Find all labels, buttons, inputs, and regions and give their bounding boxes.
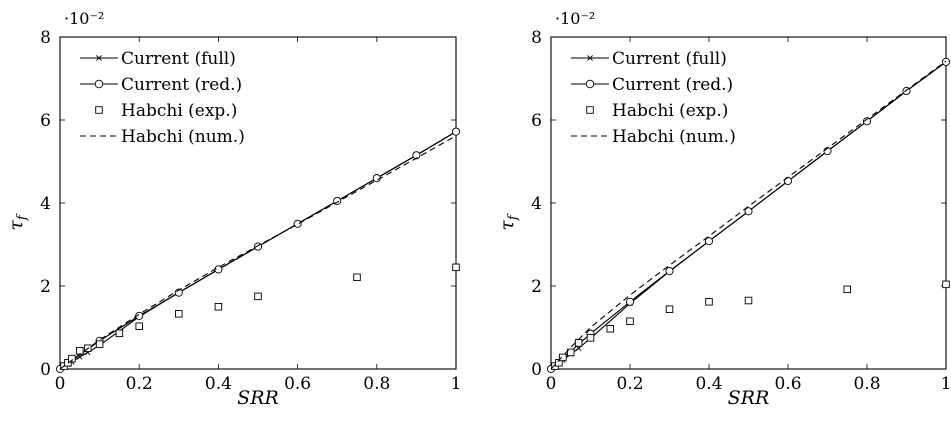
x-tick-label: 0.4 [205, 374, 232, 394]
square-marker [574, 339, 583, 347]
axis-frame [550, 36, 947, 370]
series-square [551, 280, 950, 370]
y-tick-label: 4 [40, 194, 51, 214]
x-axis-label: SRR [237, 387, 279, 409]
y-axis-label-subscript: f [15, 213, 30, 221]
circle-marker [135, 311, 144, 320]
legend-cross-marker [587, 55, 593, 61]
x-tick-label: 1 [451, 374, 462, 394]
chart-panel-2: 0 0.2 0.4 0.6 0.8 1 0 2 4 6 8 ·10⁻² SRR τf Current (fu… [496, 9, 951, 409]
circle-marker [372, 174, 381, 183]
circle-marker [941, 57, 951, 66]
square-marker [567, 348, 575, 357]
square-marker [254, 292, 262, 301]
y-axis-label-subscript: f [506, 213, 521, 221]
legend: Current (full) Current (red.) Habchi (exp.… [571, 49, 736, 147]
legend-label: Habchi (num.) [121, 127, 245, 147]
x-axis-label: SRR [728, 387, 770, 409]
chart-panel-1: 0 0.2 0.4 0.6 0.8 1 0 2 4 6 8 ·10⁻² SRR τf Current (fu… [5, 9, 461, 409]
square-marker [353, 273, 361, 282]
square-marker [175, 310, 183, 318]
square-marker [586, 334, 595, 342]
circle-marker [665, 267, 674, 276]
legend-label: Current (full) [121, 49, 236, 69]
square-marker [95, 340, 104, 348]
legend-cross-marker [96, 55, 102, 61]
series-solid-cross [548, 59, 949, 372]
y-tick-label: 0 [40, 360, 51, 380]
legend-label: Current (full) [612, 49, 727, 69]
y-tick-label: 6 [531, 111, 542, 131]
y-axis-label: τf [5, 213, 30, 231]
circle-marker [293, 219, 302, 228]
series-line [550, 61, 947, 370]
square-marker [744, 296, 753, 305]
square-marker [115, 329, 124, 338]
y-multiplier-label: ·10⁻² [64, 9, 104, 28]
y-multiplier-label: ·10⁻² [555, 9, 595, 28]
legend-label: Habchi (exp.) [612, 101, 728, 121]
legend-label: Current (red.) [612, 75, 733, 95]
circle-marker [744, 207, 753, 216]
legend-label: Current (red.) [121, 75, 242, 95]
y-tick-label: 0 [531, 360, 542, 380]
x-tick-label: 0.6 [284, 374, 311, 394]
x-tick-label: 0.6 [774, 374, 801, 394]
legend-circle-marker [94, 79, 104, 89]
legend-circle-marker [585, 79, 595, 89]
series-square [60, 263, 460, 370]
x-tick-label: 0.8 [853, 374, 880, 394]
series-dashed [59, 135, 457, 370]
square-marker [843, 285, 852, 294]
square-marker [705, 298, 713, 306]
y-tick-label: 4 [531, 194, 542, 214]
circle-marker [451, 127, 461, 136]
axis-frame [59, 36, 457, 370]
y-tick-label: 2 [40, 277, 51, 297]
circle-marker [625, 297, 635, 306]
circle-marker [704, 237, 714, 246]
series-dashed [550, 60, 947, 370]
circle-marker [412, 151, 421, 160]
square-marker [68, 354, 76, 363]
square-marker [76, 346, 84, 355]
x-tick-label: 0.2 [616, 374, 643, 394]
legend-square-marker [586, 106, 594, 114]
legend-label: Habchi (exp.) [121, 101, 237, 121]
x-tick-label: 0 [55, 374, 66, 394]
square-marker [665, 305, 674, 313]
series-line [59, 135, 457, 370]
x-tick-label: 1 [941, 374, 951, 394]
square-marker [942, 280, 950, 289]
legend-square-marker [95, 106, 103, 114]
cross-marker [575, 345, 582, 351]
y-tick-label: 8 [40, 28, 51, 48]
square-marker [626, 317, 634, 326]
series-line [550, 60, 947, 370]
y-axis-label: τf [496, 213, 521, 231]
y-tick-label: 8 [531, 28, 542, 48]
circle-marker [862, 117, 872, 126]
square-marker [606, 324, 615, 333]
square-marker [555, 359, 563, 367]
square-marker [559, 353, 567, 362]
square-marker [135, 322, 143, 331]
legend-label: Habchi (num.) [612, 127, 736, 147]
x-tick-label: 0.2 [126, 374, 153, 394]
square-marker [452, 263, 460, 272]
x-tick-label: 0 [546, 374, 557, 394]
x-tick-label: 0.4 [695, 374, 722, 394]
y-tick-label: 2 [531, 277, 542, 297]
x-tick-label: 0.8 [363, 374, 390, 394]
legend: Current (full) Current (red.) Habchi (exp.… [80, 49, 245, 147]
square-marker [214, 303, 223, 311]
y-tick-label: 6 [40, 111, 51, 131]
series-line [550, 61, 947, 370]
